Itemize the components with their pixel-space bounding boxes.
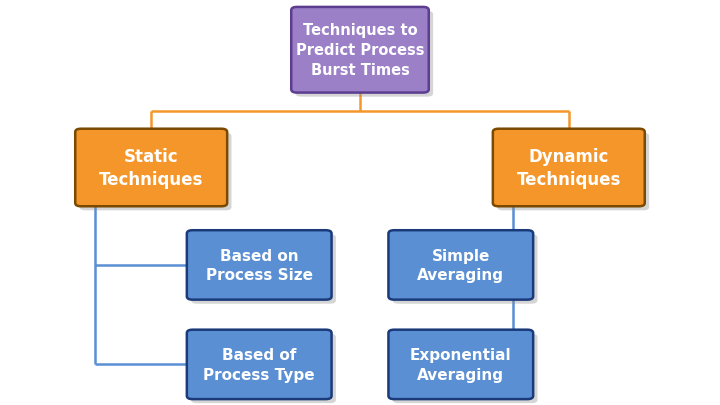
FancyBboxPatch shape	[186, 231, 331, 300]
Text: Techniques to
Predict Process
Burst Times: Techniques to Predict Process Burst Time…	[296, 23, 424, 78]
FancyBboxPatch shape	[291, 8, 428, 94]
Text: Exponential
Averaging: Exponential Averaging	[410, 347, 512, 382]
Text: Based on
Process Size: Based on Process Size	[206, 248, 312, 283]
FancyBboxPatch shape	[75, 130, 228, 207]
FancyBboxPatch shape	[498, 134, 649, 211]
Text: Based of
Process Type: Based of Process Type	[203, 347, 315, 382]
FancyBboxPatch shape	[393, 334, 537, 403]
Text: Static
Techniques: Static Techniques	[99, 147, 203, 189]
FancyBboxPatch shape	[191, 235, 336, 304]
FancyBboxPatch shape	[186, 330, 331, 399]
FancyBboxPatch shape	[492, 130, 645, 207]
Text: Dynamic
Techniques: Dynamic Techniques	[517, 147, 621, 189]
FancyBboxPatch shape	[191, 334, 336, 403]
FancyBboxPatch shape	[389, 330, 533, 399]
Text: Simple
Averaging: Simple Averaging	[418, 248, 504, 283]
FancyBboxPatch shape	[296, 12, 433, 98]
FancyBboxPatch shape	[79, 134, 232, 211]
FancyBboxPatch shape	[393, 235, 537, 304]
FancyBboxPatch shape	[389, 231, 533, 300]
